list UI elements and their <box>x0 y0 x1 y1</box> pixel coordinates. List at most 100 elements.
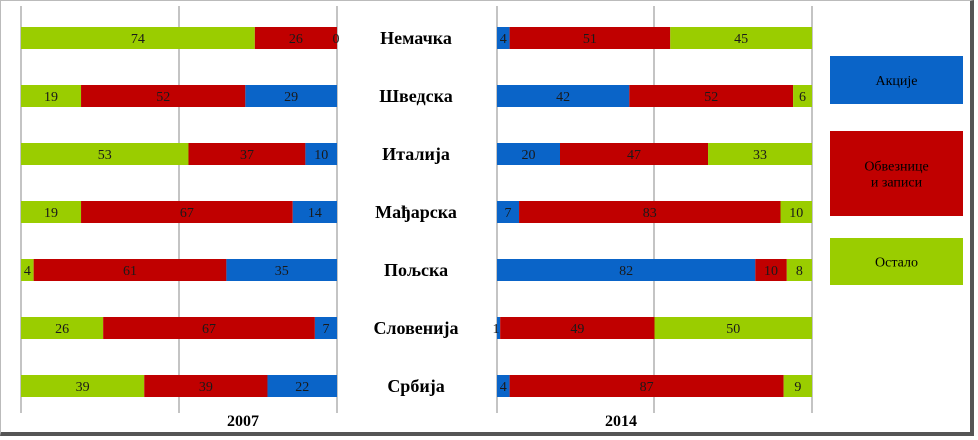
bar-2014-5-1 <box>500 317 655 339</box>
bar-2007-6-0 <box>21 375 145 397</box>
panel-titles: 2007 2014 <box>227 413 637 430</box>
category-label-6: Србија <box>387 376 444 396</box>
data-label-2007-6-2: 22 <box>295 380 309 395</box>
category-label-5: Словенија <box>373 318 458 338</box>
bar-2007-1-2 <box>245 85 337 107</box>
bar-2007-2-0 <box>21 143 189 165</box>
panel-title-2014: 2014 <box>605 413 637 430</box>
bar-2007-0-1 <box>254 27 337 49</box>
bar-2014-4-0 <box>497 259 756 281</box>
bar-2014-1-1 <box>629 85 794 107</box>
bar-2007-4-2 <box>226 259 337 281</box>
bar-2007-0-0 <box>21 27 255 49</box>
bar-2014-2-2 <box>708 143 812 165</box>
data-label-2007-5-1: 67 <box>202 322 216 337</box>
data-label-2014-4-0: 82 <box>619 264 633 279</box>
data-label-2007-0-1: 26 <box>289 32 303 47</box>
bar-2014-2-1 <box>560 143 709 165</box>
data-label-2014-0-0: 4 <box>500 32 507 47</box>
data-label-2007-3-0: 19 <box>44 206 58 221</box>
data-label-2007-2-1: 37 <box>240 148 254 163</box>
bar-2014-0-2 <box>670 27 812 49</box>
data-label-2007-2-0: 53 <box>98 148 112 163</box>
bar-2007-3-2 <box>292 201 337 223</box>
data-label-2014-1-0: 42 <box>556 90 570 105</box>
bar-2007-3-1 <box>81 201 293 223</box>
bar-2014-5-0 <box>497 317 501 339</box>
category-label-0: Немачка <box>380 28 452 48</box>
bar-2014-3-1 <box>519 201 781 223</box>
data-label-2007-6-0: 39 <box>76 380 90 395</box>
data-label-2014-6-0: 4 <box>500 380 507 395</box>
data-label-2014-2-1: 47 <box>627 148 641 163</box>
legend-swatch-1 <box>830 131 963 216</box>
legend-label-2: Остало <box>875 256 918 271</box>
legend-swatch-2 <box>830 238 963 285</box>
bar-2014-0-0 <box>497 27 510 49</box>
data-label-2014-0-1: 51 <box>583 32 597 47</box>
bar-2014-0-1 <box>509 27 671 49</box>
data-label-2007-1-2: 29 <box>284 90 298 105</box>
bar-2007-6-1 <box>144 375 268 397</box>
legend-swatch-0 <box>830 56 963 104</box>
bar-2007-3-0 <box>21 201 82 223</box>
bar-2014-1-2 <box>793 85 812 107</box>
bar-2007-4-0 <box>21 259 34 281</box>
data-label-2014-1-1: 52 <box>704 90 718 105</box>
data-label-2014-3-0: 7 <box>505 206 512 221</box>
bar-2007-4-1 <box>33 259 227 281</box>
category-label-3: Мађарска <box>375 202 457 222</box>
data-label-2014-3-1: 83 <box>643 206 657 221</box>
data-label-2014-2-2: 33 <box>753 148 767 163</box>
bar-2014-6-2 <box>783 375 812 397</box>
data-label-2014-1-2: 6 <box>799 90 806 105</box>
category-label-4: Пољска <box>384 260 448 280</box>
data-label-2007-2-2: 10 <box>314 148 328 163</box>
bar-2007-5-1 <box>103 317 315 339</box>
category-labels: Немачка Шведска Италија Мађарска Пољска Слове… <box>373 28 458 396</box>
bar-2014-2-0 <box>497 143 560 165</box>
data-label-2007-3-1: 67 <box>180 206 194 221</box>
category-label-1: Шведска <box>379 86 452 106</box>
legend: Акције Обвезнице и записи Остало <box>830 56 963 285</box>
data-label-2014-6-2: 9 <box>794 380 801 395</box>
data-label-2007-5-2: 7 <box>322 322 329 337</box>
data-label-2007-4-0: 4 <box>24 264 31 279</box>
bar-2007-2-2 <box>305 143 337 165</box>
data-label-2014-5-1: 49 <box>570 322 584 337</box>
data-label-2014-2-0: 20 <box>522 148 536 163</box>
data-label-2007-3-2: 14 <box>308 206 322 221</box>
bar-2007-5-2 <box>314 317 337 339</box>
data-label-2007-1-0: 19 <box>44 90 58 105</box>
bar-2014-4-2 <box>786 259 812 281</box>
bar-2007-6-2 <box>267 375 337 397</box>
data-label-2007-4-1: 61 <box>123 264 137 279</box>
bars <box>21 27 812 397</box>
bar-2007-2-1 <box>188 143 306 165</box>
data-label-2014-5-2: 50 <box>726 322 740 337</box>
bar-2007-1-1 <box>81 85 246 107</box>
data-label-2007-0-2: 0 <box>333 32 340 47</box>
data-label-2014-3-2: 10 <box>789 206 803 221</box>
bar-2014-4-1 <box>755 259 787 281</box>
category-label-2: Италија <box>382 144 450 164</box>
bar-2014-6-1 <box>509 375 784 397</box>
legend-label-0: Акције <box>876 74 918 89</box>
bar-2014-6-0 <box>497 375 510 397</box>
data-label-2007-4-2: 35 <box>275 264 289 279</box>
data-label-2007-5-0: 26 <box>55 322 69 337</box>
bar-2014-1-0 <box>497 85 630 107</box>
legend-label-1: Обвезнице и записи <box>864 160 928 191</box>
bar-2007-1-0 <box>21 85 82 107</box>
bar-2007-5-0 <box>21 317 104 339</box>
panel-title-2007: 2007 <box>227 413 259 430</box>
data-label-2014-4-1: 10 <box>764 264 778 279</box>
bar-2014-3-2 <box>780 201 812 223</box>
data-label-2007-1-1: 52 <box>156 90 170 105</box>
bar-2014-5-2 <box>654 317 812 339</box>
bar-2014-3-0 <box>497 201 520 223</box>
data-label-2014-0-2: 45 <box>734 32 748 47</box>
